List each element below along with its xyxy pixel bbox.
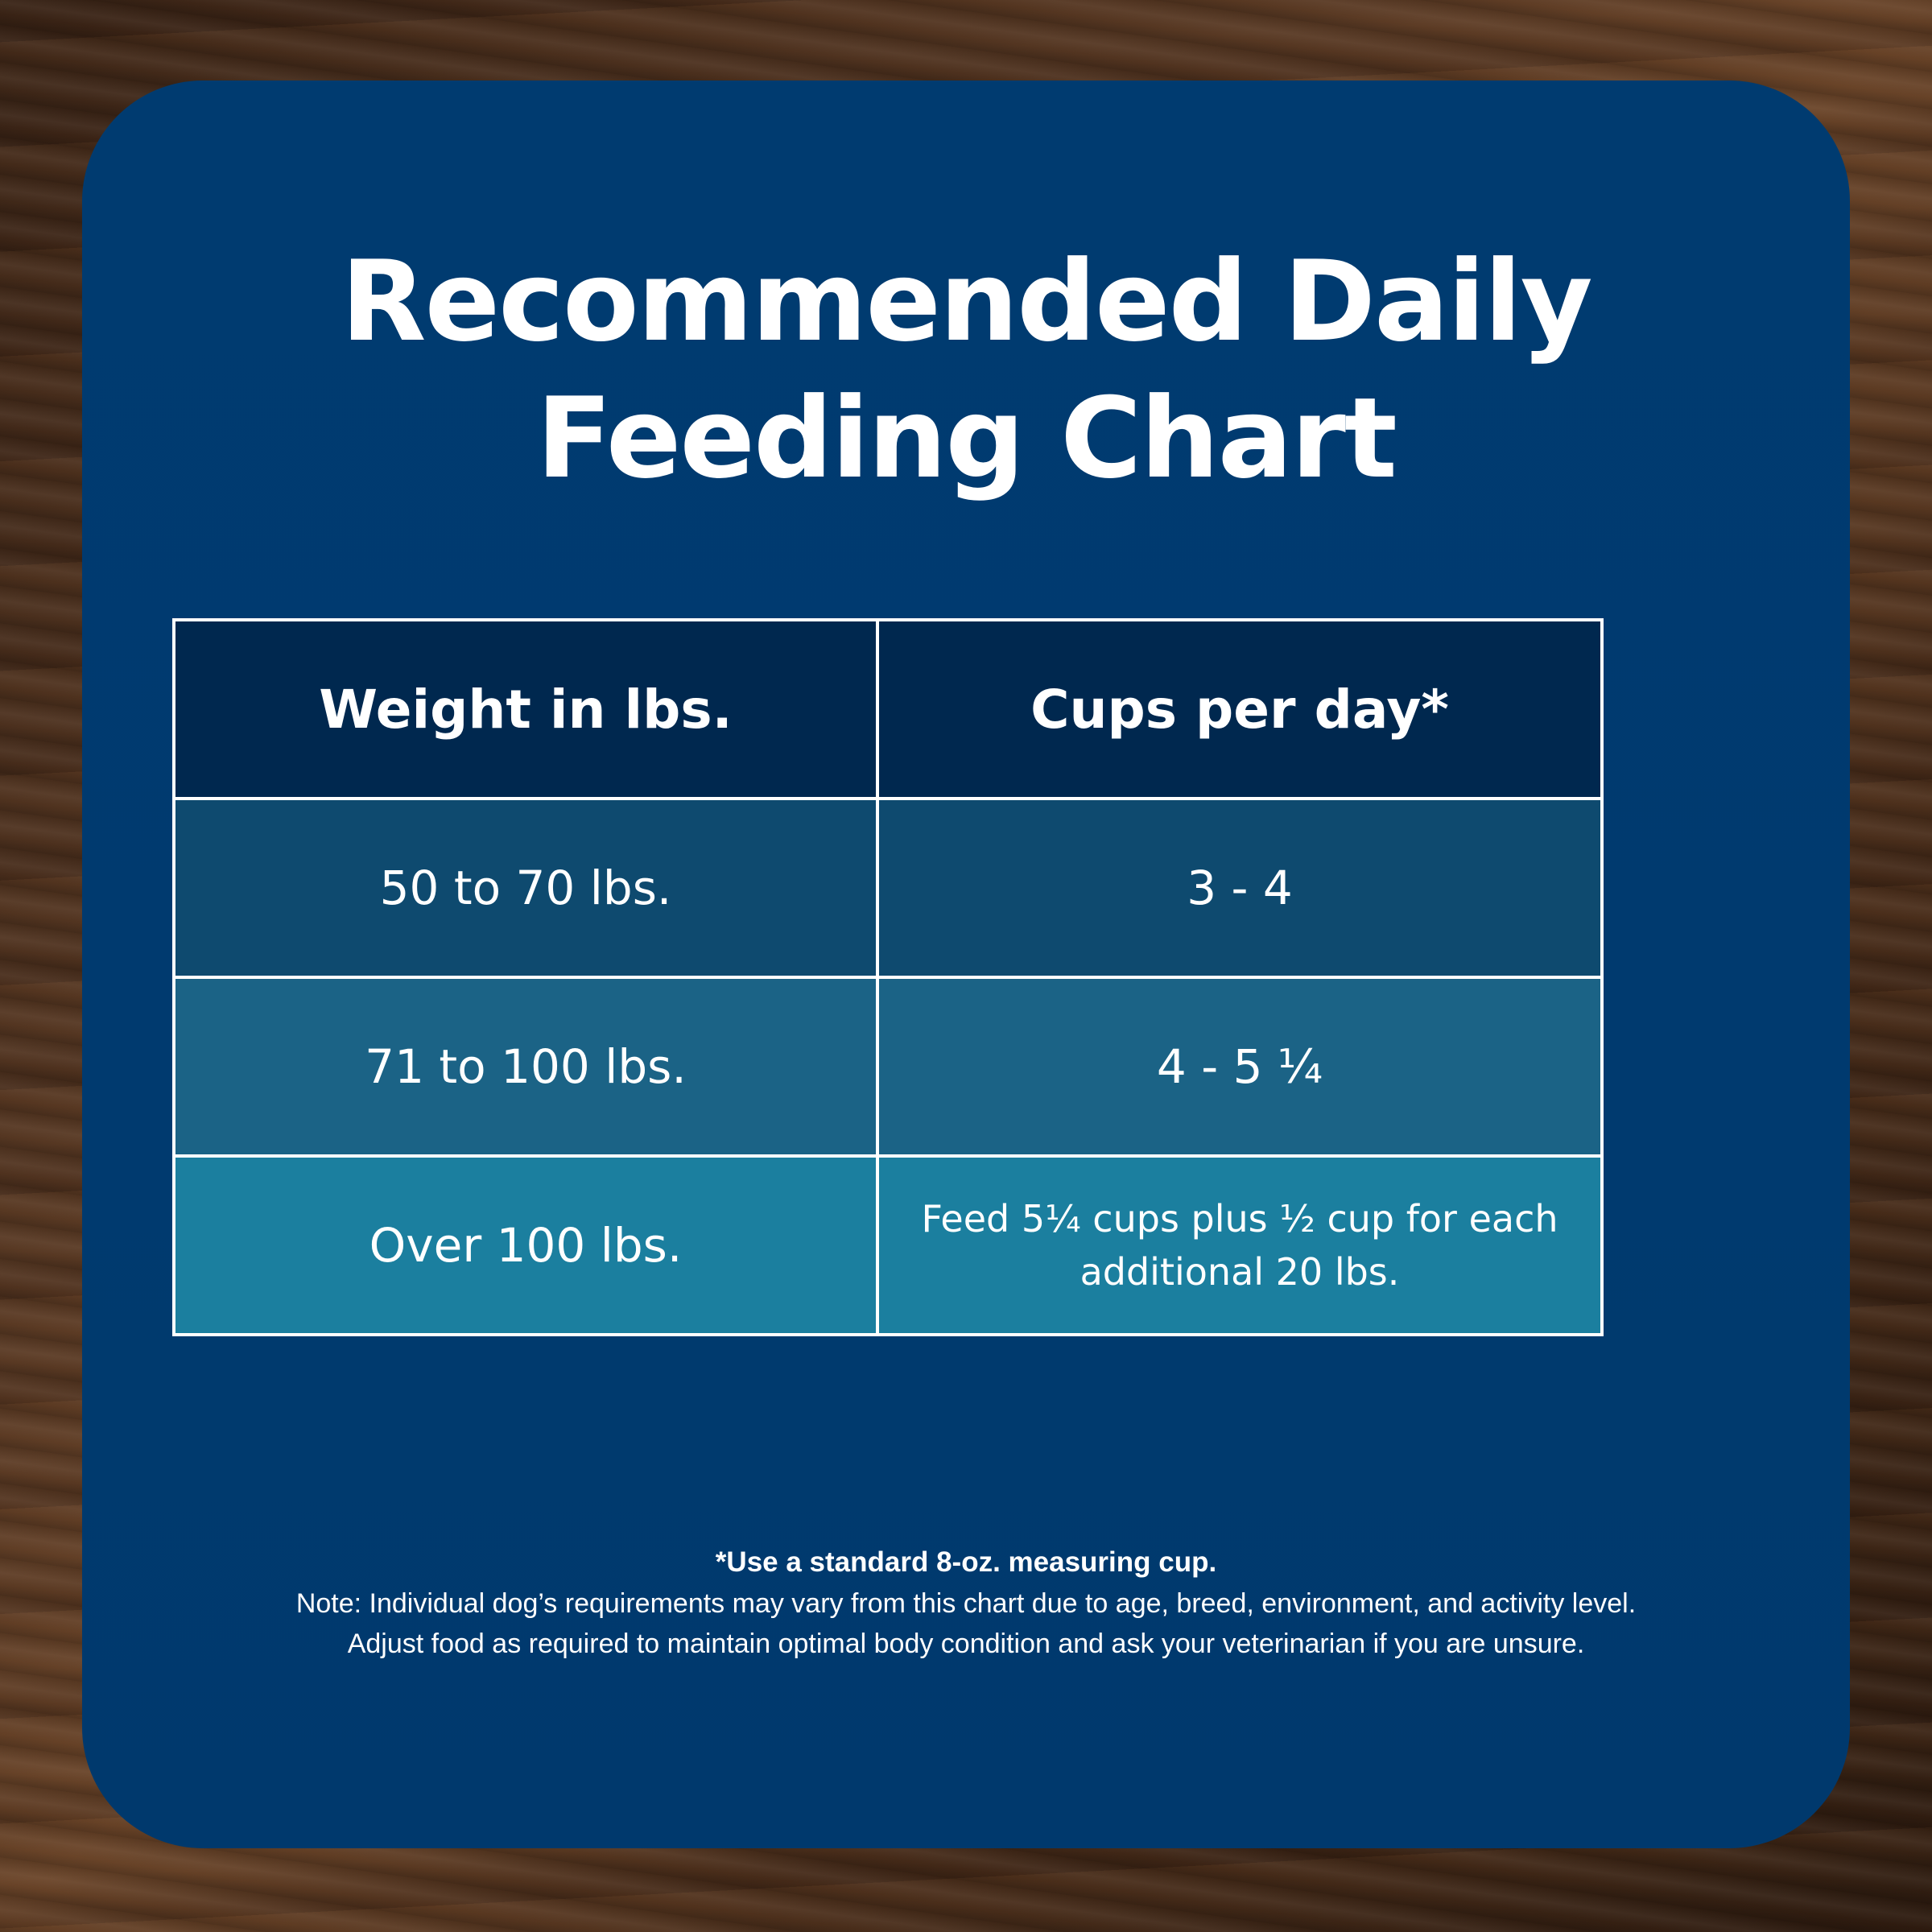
- title-line-1: Recommended Daily: [341, 237, 1592, 366]
- table-row: 71 to 100 lbs. 4 - 5 ¼: [172, 976, 1604, 1158]
- note-line-2: Adjust food as required to maintain opti…: [347, 1629, 1585, 1659]
- cups-cell: Feed 5¼ cups plus ½ cup for each additio…: [876, 1154, 1604, 1336]
- note-line-1: Note: Individual dog’s requirements may …: [295, 1588, 1637, 1619]
- table-row: 50 to 70 lbs. 3 - 4: [172, 797, 1604, 979]
- weight-cell: 71 to 100 lbs.: [172, 976, 879, 1158]
- feeding-table: Weight in lbs. Cups per day* 50 to 70 lb…: [172, 618, 1604, 1336]
- column-header-cups: Cups per day*: [876, 618, 1604, 800]
- page-title: Recommended Daily Feeding Chart: [82, 233, 1850, 507]
- cups-cell: 4 - 5 ¼: [876, 976, 1604, 1158]
- title-line-2: Feeding Chart: [536, 374, 1397, 503]
- table-row: Over 100 lbs. Feed 5¼ cups plus ½ cup fo…: [172, 1154, 1604, 1336]
- table-header-row: Weight in lbs. Cups per day*: [172, 618, 1604, 800]
- column-header-weight: Weight in lbs.: [172, 618, 879, 800]
- footnote: *Use a standard 8-oz. measuring cup. Not…: [0, 1542, 1932, 1664]
- weight-cell: Over 100 lbs.: [172, 1154, 879, 1336]
- measuring-cup-note: *Use a standard 8-oz. measuring cup.: [715, 1546, 1217, 1578]
- weight-cell: 50 to 70 lbs.: [172, 797, 879, 979]
- cups-cell: 3 - 4: [876, 797, 1604, 979]
